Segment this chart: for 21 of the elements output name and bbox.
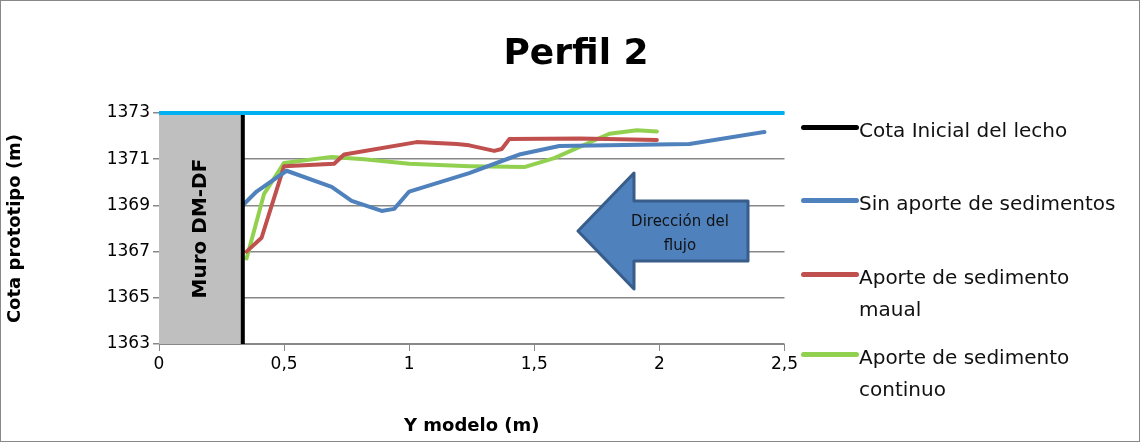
y-axis-title: Cota prototipo (m)	[3, 133, 25, 324]
x-tick-label: 2,5	[770, 352, 799, 373]
legend-label: Sin aporte de sedimentos	[859, 190, 1117, 217]
x-tick-label: 1	[403, 352, 415, 373]
x-tick-label: 2	[653, 352, 665, 373]
x-axis-title: Y modelo (m)	[402, 413, 540, 435]
y-tick-label: 1369	[106, 193, 150, 214]
y-tick-label: 1371	[106, 147, 150, 168]
annotation: Dirección del flujo	[630, 211, 730, 256]
legend-label: Aporte de sedimento continuo	[859, 344, 1071, 403]
y-tick-label: 1363	[106, 332, 150, 353]
chart-title: Perfil 2	[502, 31, 650, 72]
x-tick-label: 1,5	[520, 352, 548, 373]
x-tick-label: 0,5	[270, 352, 298, 373]
legend-label: Aporte de sedimento maual	[859, 264, 1071, 323]
band-label: Muro DM-DF	[187, 158, 212, 299]
legend-label: Cota Inicial del lecho	[859, 117, 1069, 144]
y-tick-label: 1365	[106, 286, 150, 307]
x-tick-label: 0	[153, 352, 165, 373]
y-tick-label: 1373	[106, 101, 150, 122]
y-tick-label: 1367	[106, 240, 150, 261]
